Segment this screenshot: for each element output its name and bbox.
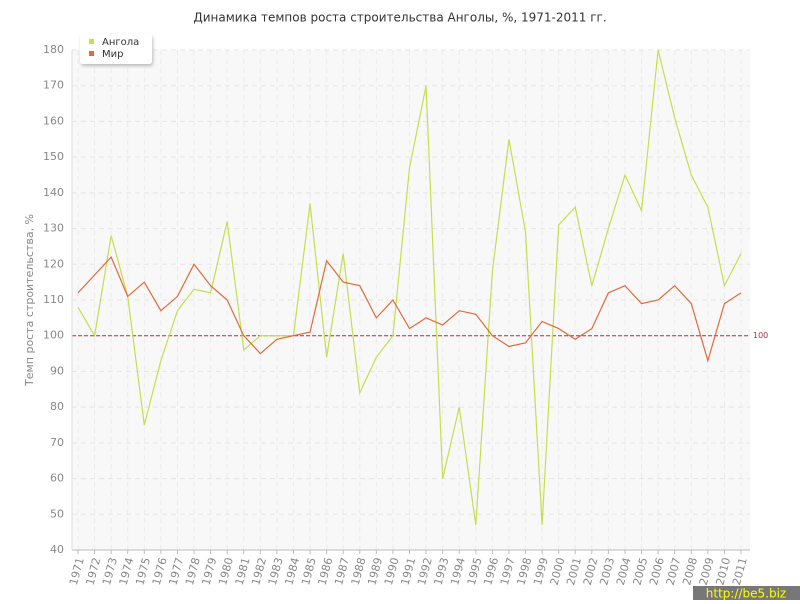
- y-tick-label: 150: [43, 150, 64, 163]
- chart-title: Динамика темпов роста строительства Анго…: [193, 11, 606, 25]
- y-tick-label: 80: [50, 400, 64, 413]
- legend-label: Мир: [102, 49, 123, 60]
- series-line: [77, 49, 742, 526]
- legend-label: Ангола: [102, 37, 139, 48]
- watermark: http://be5.biz: [706, 587, 786, 601]
- legend-box: [80, 34, 152, 64]
- y-tick-label: 70: [50, 436, 64, 449]
- y-tick-label: 100: [43, 329, 64, 342]
- y-tick-label: 110: [43, 293, 64, 306]
- legend-swatch: [89, 51, 94, 56]
- y-tick-label: 160: [43, 114, 64, 127]
- series-line: [77, 256, 742, 363]
- reference-label: 100: [753, 331, 768, 340]
- y-tick-label: 180: [43, 43, 64, 56]
- y-tick-label: 60: [50, 472, 64, 485]
- y-tick-label: 40: [50, 543, 64, 556]
- y-tick-label: 140: [43, 186, 64, 199]
- legend-swatch: [89, 39, 94, 44]
- y-tick-label: 130: [43, 222, 64, 235]
- y-tick-label: 90: [50, 364, 64, 377]
- y-tick-label: 50: [50, 507, 64, 520]
- y-tick-label: 170: [43, 79, 64, 92]
- y-axis-label: Темп роста строительства, %: [23, 214, 36, 387]
- y-tick-label: 120: [43, 257, 64, 270]
- x-tick-label: 2011: [730, 556, 750, 586]
- plot: 100: [72, 49, 768, 526]
- watermark-bg: [693, 586, 800, 600]
